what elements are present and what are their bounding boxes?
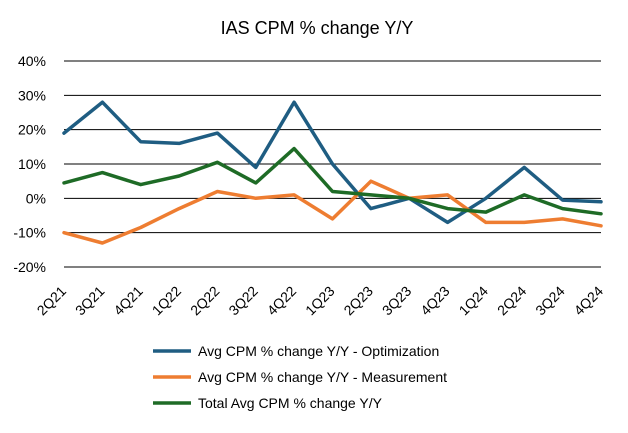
x-tick-label: 2Q23 <box>340 283 376 319</box>
y-tick-label: 10% <box>18 156 46 172</box>
legend-label: Avg CPM % change Y/Y - Measurement <box>198 369 447 385</box>
y-tick-label: -10% <box>13 225 46 241</box>
x-tick-label: 1Q24 <box>456 283 492 319</box>
x-axis-ticks: 2Q21 3Q21 4Q21 1Q22 2Q22 3Q22 4Q22 1Q23 2Q23 3Q23… <box>34 283 607 319</box>
x-tick-label: 2Q21 <box>34 283 70 319</box>
grid-lines <box>64 60 601 268</box>
series-line <box>62 146 603 216</box>
legend: Avg CPM % change Y/Y - Optimization Avg C… <box>153 343 447 411</box>
x-tick-label: 4Q24 <box>571 283 607 319</box>
x-tick-label: 4Q23 <box>417 283 453 319</box>
y-tick-label: 0% <box>26 190 46 206</box>
series-lines <box>62 100 603 245</box>
y-tick-label: 30% <box>18 87 46 103</box>
x-tick-label: 2Q24 <box>494 283 530 319</box>
x-tick-label: 2Q22 <box>187 283 223 319</box>
series-line <box>62 100 603 225</box>
y-tick-label: 20% <box>18 122 46 138</box>
y-axis-ticks: -20% -10% 0% 10% 20% 30% 40% <box>13 53 46 275</box>
x-tick-label: 4Q22 <box>264 283 300 319</box>
x-tick-label: 3Q23 <box>379 283 415 319</box>
x-tick-label: 1Q22 <box>149 283 185 319</box>
legend-label: Avg CPM % change Y/Y - Optimization <box>198 343 439 359</box>
x-tick-label: 3Q22 <box>225 283 261 319</box>
y-tick-label: -20% <box>13 259 46 275</box>
x-tick-label: 3Q21 <box>72 283 108 319</box>
x-tick-label: 4Q21 <box>110 283 146 319</box>
y-tick-label: 40% <box>18 53 46 69</box>
x-tick-label: 3Q24 <box>532 283 568 319</box>
x-tick-label: 1Q23 <box>302 283 338 319</box>
series-line <box>62 179 603 245</box>
legend-label: Total Avg CPM % change Y/Y <box>198 395 383 411</box>
chart-title: IAS CPM % change Y/Y <box>221 18 414 38</box>
